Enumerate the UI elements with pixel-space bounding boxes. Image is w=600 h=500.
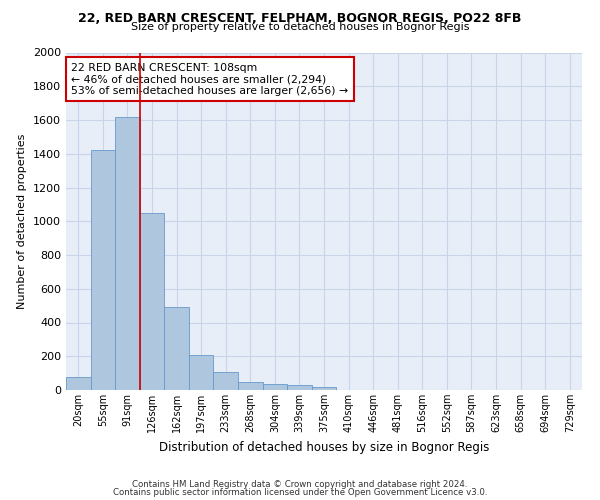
Text: Size of property relative to detached houses in Bognor Regis: Size of property relative to detached ho… — [131, 22, 469, 32]
Bar — [263, 384, 287, 390]
Bar — [66, 376, 91, 390]
Text: 22 RED BARN CRESCENT: 108sqm
← 46% of detached houses are smaller (2,294)
53% of: 22 RED BARN CRESCENT: 108sqm ← 46% of de… — [71, 62, 348, 96]
Text: Contains public sector information licensed under the Open Government Licence v3: Contains public sector information licen… — [113, 488, 487, 497]
Bar — [214, 372, 238, 390]
Bar — [287, 386, 312, 390]
Bar — [91, 150, 115, 390]
Bar — [312, 387, 336, 390]
Bar — [115, 116, 140, 390]
Bar — [238, 382, 263, 390]
Bar — [189, 356, 214, 390]
Text: 22, RED BARN CRESCENT, FELPHAM, BOGNOR REGIS, PO22 8FB: 22, RED BARN CRESCENT, FELPHAM, BOGNOR R… — [79, 12, 521, 26]
Text: Contains HM Land Registry data © Crown copyright and database right 2024.: Contains HM Land Registry data © Crown c… — [132, 480, 468, 489]
Y-axis label: Number of detached properties: Number of detached properties — [17, 134, 28, 309]
X-axis label: Distribution of detached houses by size in Bognor Regis: Distribution of detached houses by size … — [159, 440, 489, 454]
Bar — [140, 213, 164, 390]
Bar — [164, 308, 189, 390]
